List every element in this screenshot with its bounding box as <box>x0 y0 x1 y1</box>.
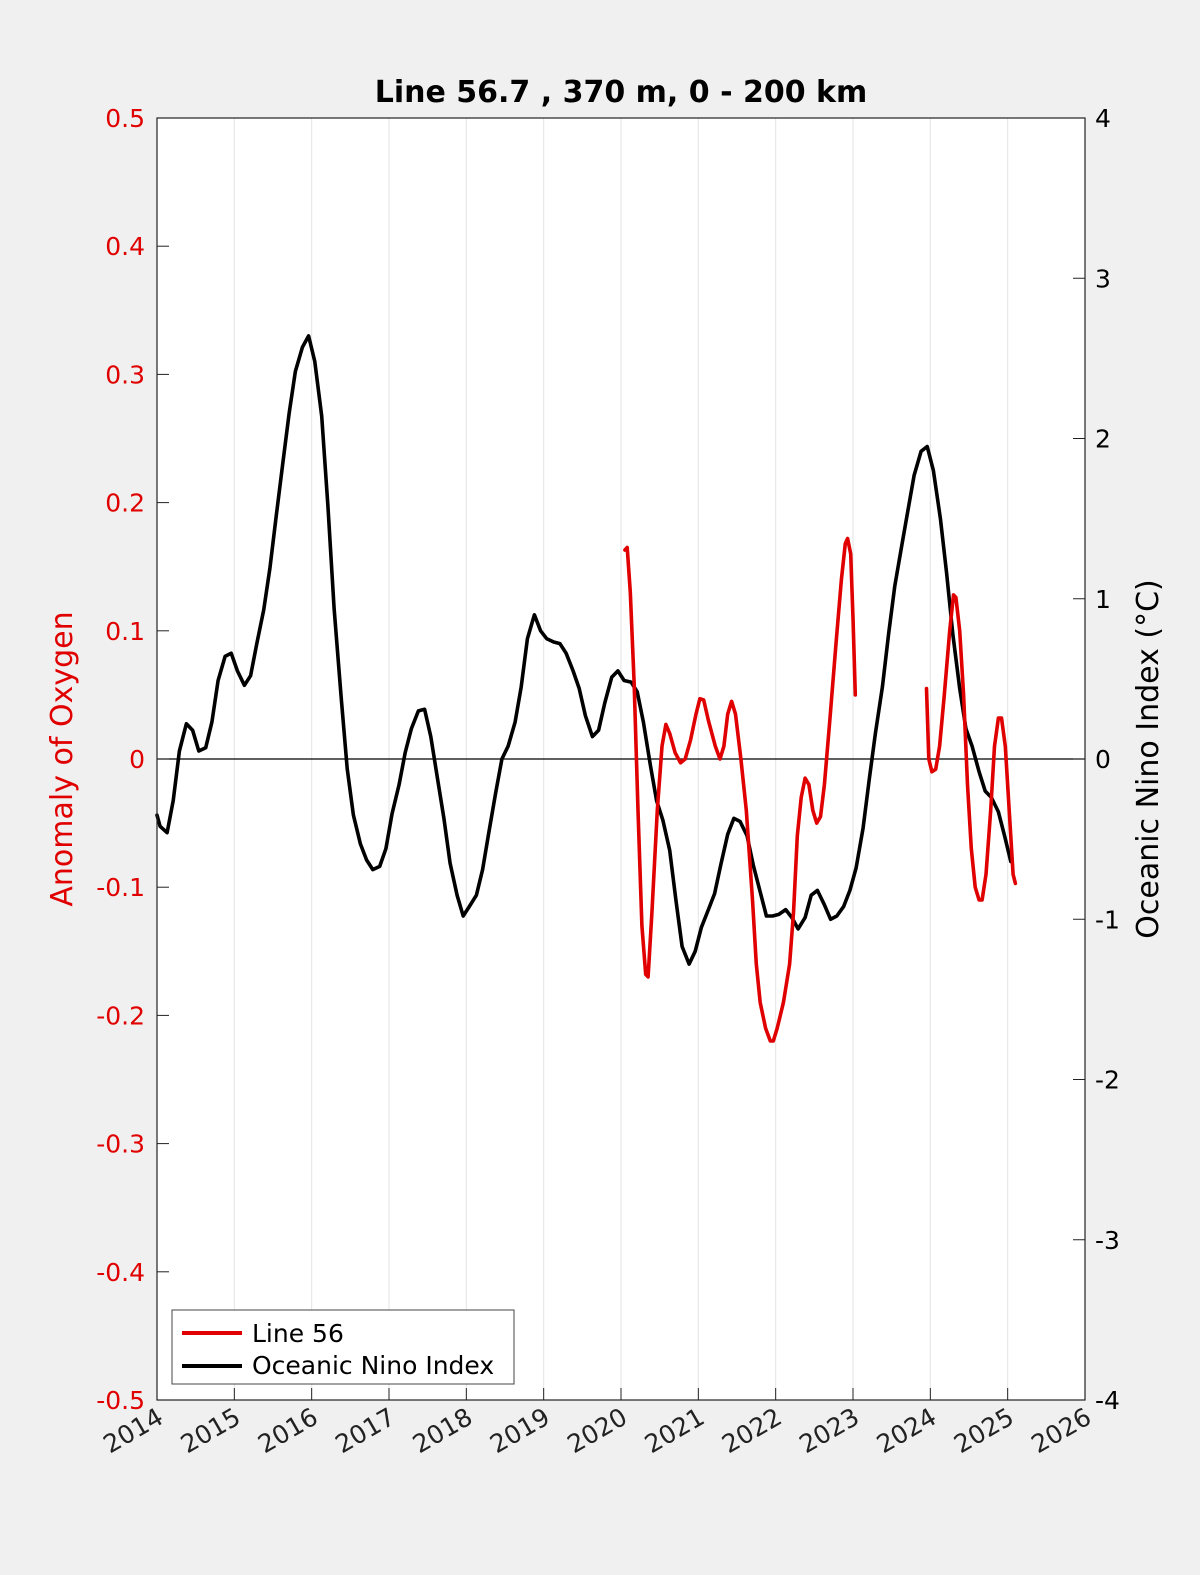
right-tick-label: 4 <box>1095 104 1111 133</box>
x-tick-label: 2021 <box>640 1402 710 1459</box>
left-tick-label: -0.2 <box>96 1001 145 1030</box>
left-tick-label: -0.4 <box>96 1258 145 1287</box>
x-tick-label: 2026 <box>1026 1402 1096 1459</box>
left-tick-label: 0.5 <box>105 104 145 133</box>
legend-label-line56: Line 56 <box>252 1319 344 1348</box>
x-tick-label: 2015 <box>176 1402 246 1459</box>
left-tick-label: 0.3 <box>105 360 145 389</box>
left-tick-label: 0 <box>129 745 145 774</box>
left-axis-ticks: 0.5 0.4 0.3 0.2 0.1 0 -0.1 -0.2 -0.3 -0.4 -0.5 <box>96 104 169 1415</box>
left-tick-label: 0.1 <box>105 617 145 646</box>
right-tick-label: 0 <box>1095 745 1111 774</box>
legend: Line 56 Oceanic Nino Index <box>171 1309 515 1385</box>
line56-series-segment-0 <box>623 536 858 1043</box>
x-tick-label: 2024 <box>872 1402 942 1459</box>
x-tick-label: 2016 <box>253 1402 323 1459</box>
left-axis-label: Anomaly of Oxygen <box>45 611 80 906</box>
x-tick-label: 2022 <box>717 1402 787 1459</box>
right-axis-ticks: 4 3 2 1 0 -1 -2 -3 -4 <box>1073 104 1120 1415</box>
right-tick-label: 1 <box>1095 585 1111 614</box>
x-tick-label: 2023 <box>794 1402 864 1459</box>
legend-label-oni: Oceanic Nino Index <box>252 1351 494 1380</box>
left-tick-label: -0.3 <box>96 1130 145 1159</box>
left-tick-label: 0.2 <box>105 489 145 518</box>
line56-series-segment-1 <box>924 593 1018 902</box>
right-axis-label: Oceanic Nino Index (°C) <box>1131 579 1166 939</box>
x-tick-label: 2017 <box>330 1402 400 1459</box>
left-tick-label: 0.4 <box>105 232 145 261</box>
right-tick-label: -3 <box>1095 1226 1120 1255</box>
right-tick-label: -2 <box>1095 1066 1120 1095</box>
series-layer <box>155 334 1018 1043</box>
left-tick-label: -0.5 <box>96 1386 145 1415</box>
chart-title: Line 56.7 , 370 m, 0 - 200 km <box>375 75 868 110</box>
right-tick-label: -1 <box>1095 905 1120 934</box>
left-tick-label: -0.1 <box>96 873 145 902</box>
right-tick-label: 3 <box>1095 264 1111 293</box>
right-tick-label: -4 <box>1095 1386 1120 1415</box>
legend-box <box>171 1309 515 1385</box>
oni-series-segment-0 <box>155 334 1013 966</box>
x-tick-label: 2020 <box>562 1402 632 1459</box>
right-tick-label: 2 <box>1095 425 1111 454</box>
x-tick-label: 2019 <box>485 1402 555 1459</box>
x-tick-label: 2018 <box>408 1402 478 1459</box>
x-tick-label: 2025 <box>949 1402 1019 1459</box>
